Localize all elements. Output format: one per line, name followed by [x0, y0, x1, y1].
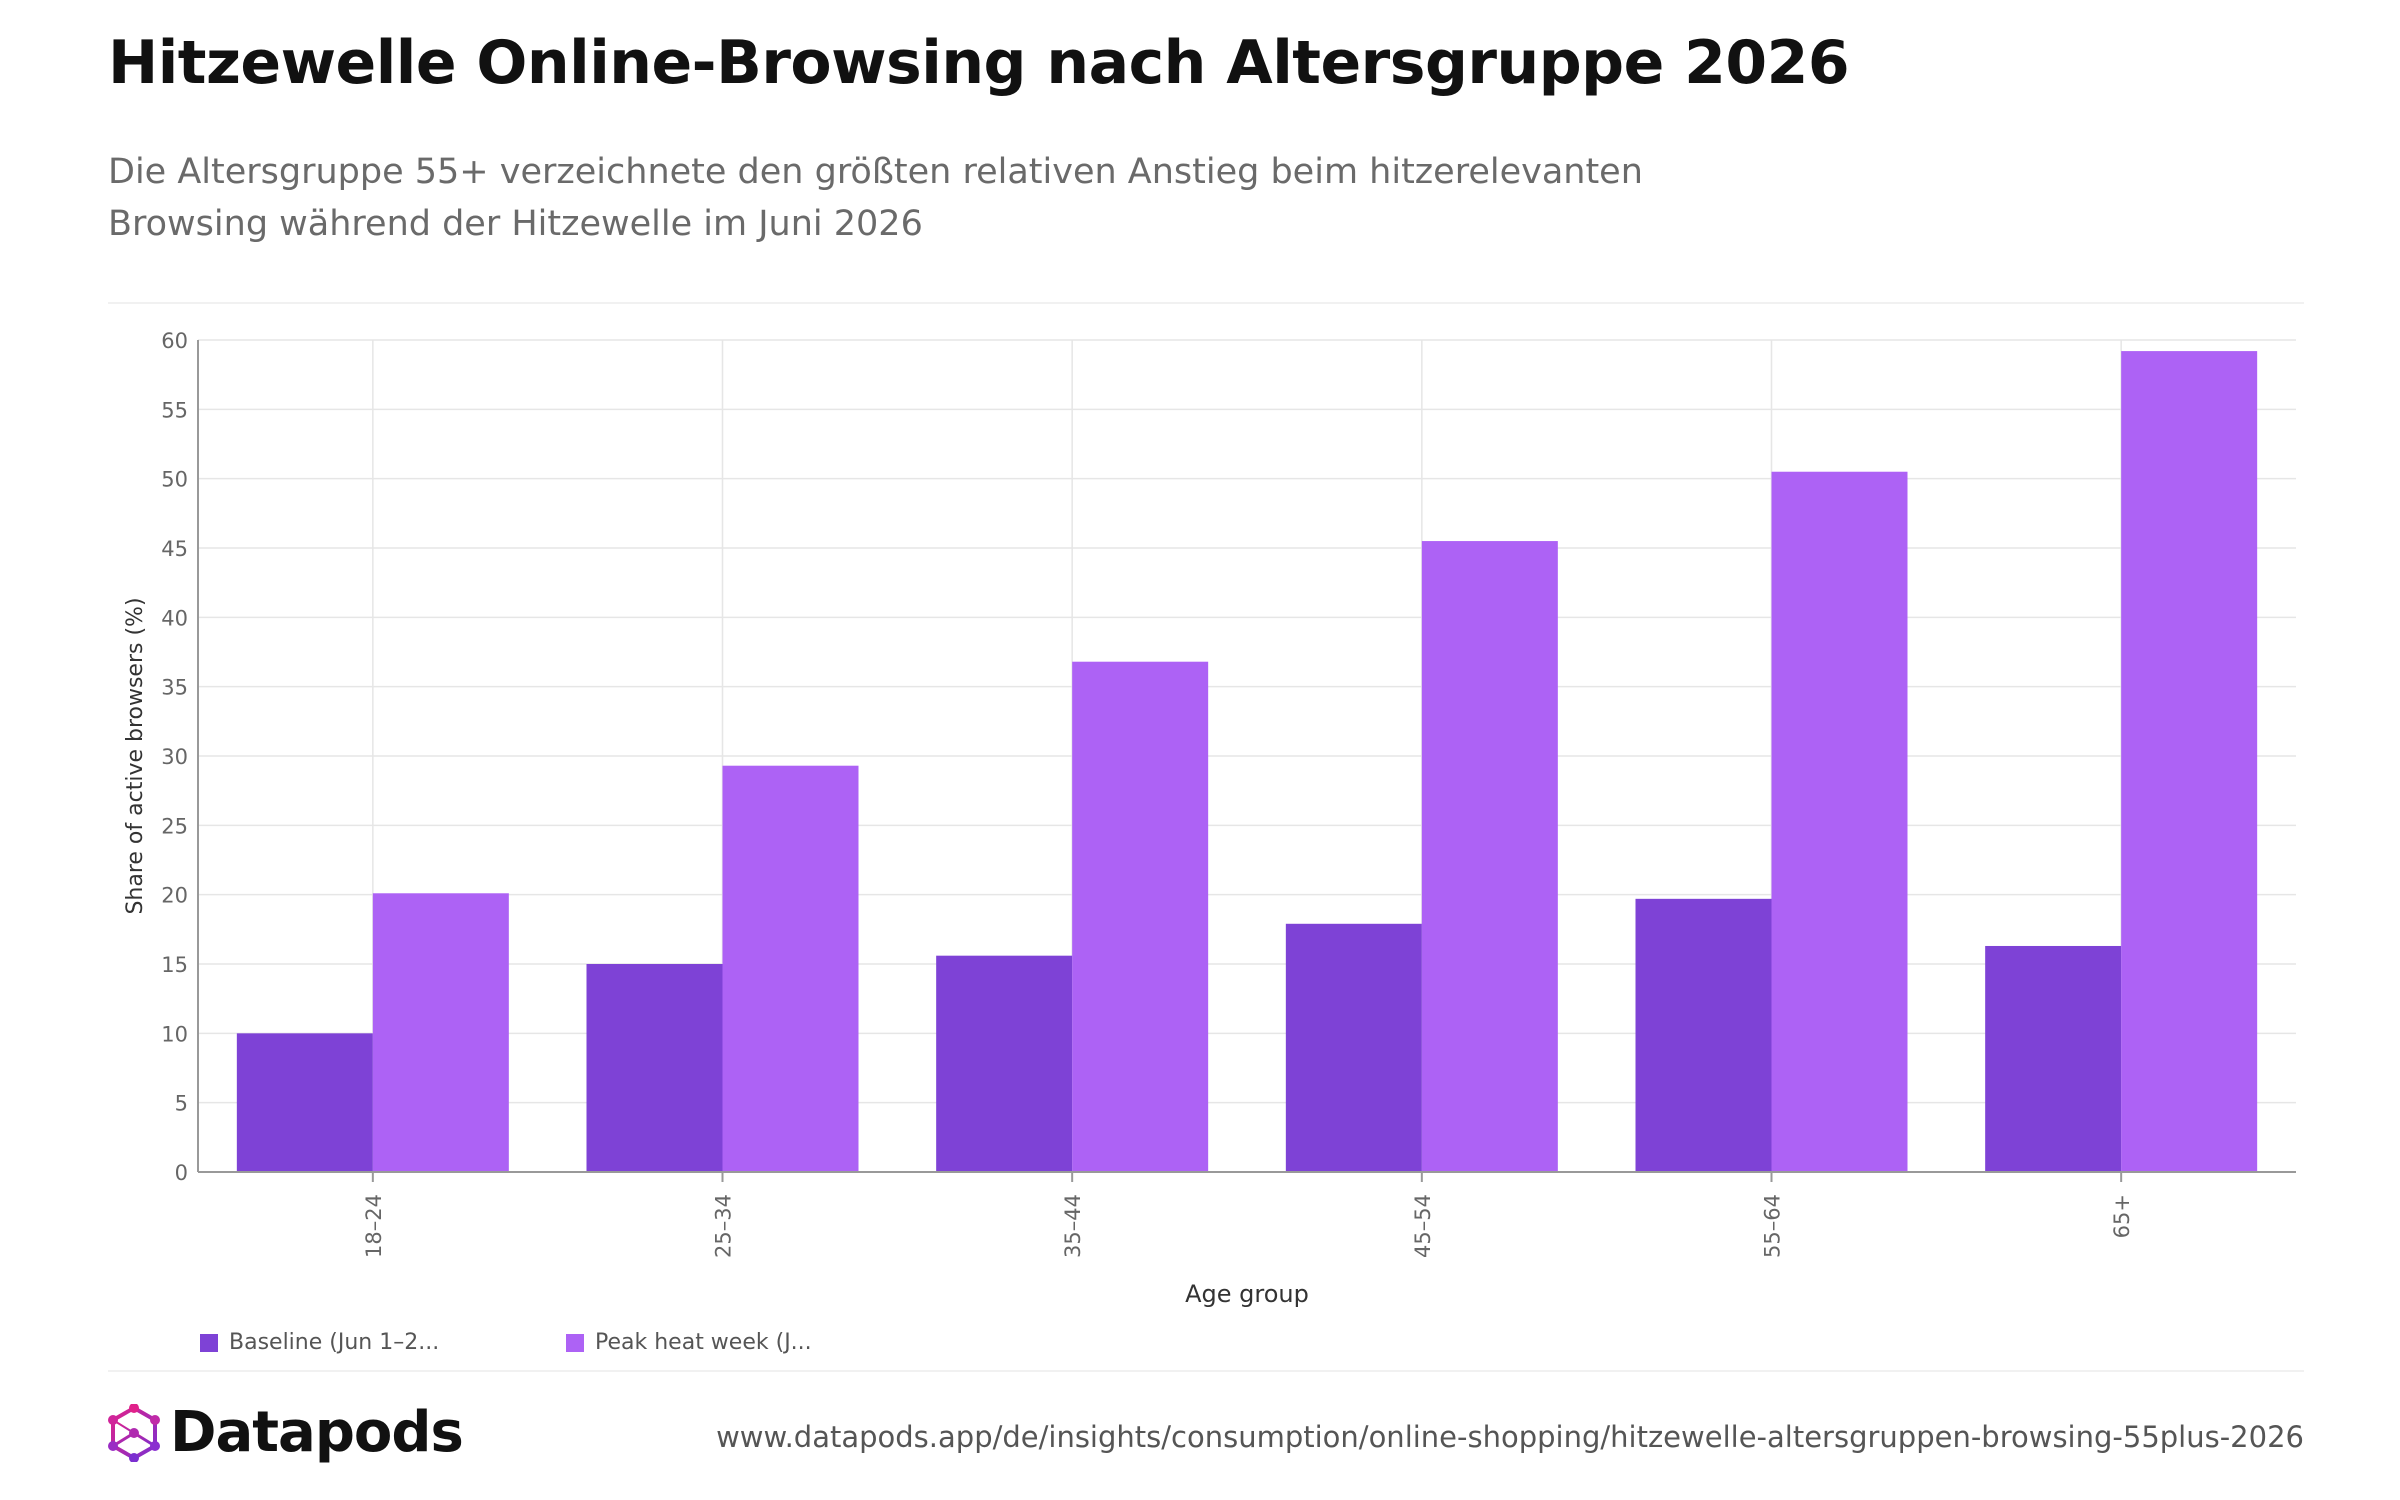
bar-baseline[interactable] [1285, 923, 1422, 1172]
bar-peak[interactable] [1771, 471, 1908, 1172]
y-tick-label: 5 [175, 1092, 188, 1116]
datapods-logo-icon [108, 1403, 160, 1462]
y-tick-label: 40 [161, 606, 188, 630]
legend-label-baseline: Baseline (Jun 1–2... [229, 1330, 440, 1355]
bar-peak[interactable] [2121, 351, 2258, 1172]
y-tick-label: 30 [161, 745, 188, 769]
legend-item-baseline[interactable]: Baseline (Jun 1–2... [200, 1330, 439, 1355]
legend-label-peak: Peak heat week (J... [595, 1330, 812, 1355]
brand-logo[interactable]: Datapods [108, 1400, 464, 1465]
x-tick-label: 25–34 [712, 1194, 736, 1258]
y-tick-label: 15 [161, 953, 188, 977]
y-tick-label: 0 [175, 1161, 188, 1185]
y-tick-label: 50 [161, 468, 188, 492]
y-tick-label: 55 [161, 398, 188, 422]
bottom-divider [108, 1370, 2304, 1372]
y-tick-label: 35 [161, 676, 188, 700]
bar-baseline[interactable] [236, 1033, 373, 1172]
top-divider [108, 302, 2304, 304]
bar-baseline[interactable] [586, 964, 723, 1172]
x-tick-label: 45–54 [1411, 1194, 1435, 1258]
bar-baseline[interactable] [1985, 945, 2122, 1172]
x-tick-label: 65+ [2110, 1194, 2134, 1238]
x-axis-title: Age group [1185, 1280, 1309, 1308]
x-tick-label: 35–44 [1061, 1194, 1085, 1258]
bar-baseline[interactable] [1635, 898, 1772, 1172]
x-tick-label: 55–64 [1761, 1194, 1785, 1258]
bar-peak[interactable] [722, 765, 859, 1172]
bar-peak[interactable] [372, 893, 509, 1172]
y-tick-label: 45 [161, 537, 188, 561]
y-tick-label: 60 [161, 329, 188, 353]
legend-item-peak[interactable]: Peak heat week (J... [566, 1330, 812, 1355]
y-axis-title: Share of active browsers (%) [123, 597, 148, 914]
y-tick-label: 20 [161, 884, 188, 908]
legend-swatch-baseline [200, 1333, 218, 1352]
brand-name: Datapods [170, 1400, 464, 1465]
y-tick-label: 10 [161, 1022, 188, 1046]
page-title: Hitzewelle Online-Browsing nach Altersgr… [108, 28, 1850, 98]
bar-baseline[interactable] [936, 955, 1073, 1172]
legend-swatch-peak [566, 1333, 584, 1352]
x-tick-label: 18–24 [362, 1194, 386, 1258]
page-subtitle: Die Altersgruppe 55+ verzeichnete den gr… [108, 152, 1643, 244]
bar-peak[interactable] [1072, 661, 1209, 1172]
y-tick-label: 25 [161, 814, 188, 838]
bar-chart: 0 5 10 15 20 25 30 35 40 45 50 55 60 18–24 25–34 35–44 4… [123, 329, 2296, 1308]
bar-peak[interactable] [1421, 541, 1558, 1172]
source-url[interactable]: www.datapods.app/de/insights/consumption… [716, 1420, 2304, 1454]
